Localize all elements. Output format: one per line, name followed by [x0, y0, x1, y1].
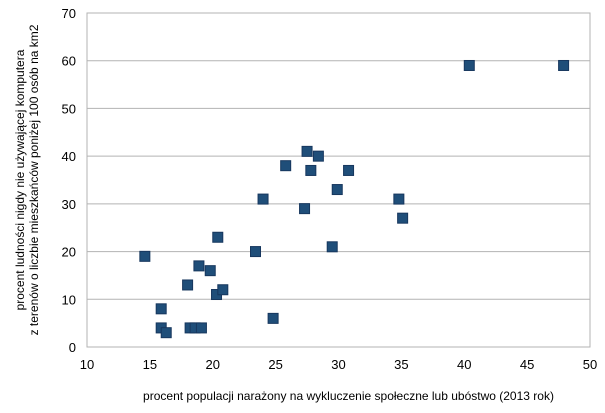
- x-tick-label: 45: [520, 357, 534, 372]
- data-point: [305, 164, 317, 176]
- x-axis-tick-labels: 10 15 20 25 30 35 40 45 50: [80, 357, 597, 372]
- data-point: [193, 260, 205, 272]
- x-tick-label: 40: [457, 357, 471, 372]
- x-axis-title: procent populacji narażony na wykluczeni…: [143, 389, 554, 403]
- y-axis-tick-labels: 0 10 20 30 40 50 60 70: [62, 6, 76, 355]
- data-point: [212, 231, 224, 243]
- x-tick-label: 10: [80, 357, 94, 372]
- y-tick-label: 50: [62, 101, 76, 116]
- data-point: [312, 150, 324, 162]
- x-tick-label: 20: [206, 357, 220, 372]
- data-point: [182, 279, 194, 291]
- data-point: [267, 312, 279, 324]
- data-point: [204, 265, 216, 277]
- y-tick-label: 70: [62, 6, 76, 21]
- y-tick-label: 20: [62, 245, 76, 260]
- data-points: [139, 59, 570, 339]
- data-point: [217, 284, 229, 296]
- data-point: [343, 164, 355, 176]
- y-axis-title-line-2: z terenów o liczbie mieszkańców poniżej …: [27, 24, 41, 335]
- data-point: [331, 184, 343, 196]
- data-point: [257, 193, 269, 205]
- x-tick-label: 25: [268, 357, 282, 372]
- data-point: [301, 145, 313, 157]
- y-axis-title: procent ludności nigdy nie używającej ko…: [13, 24, 41, 335]
- data-point: [280, 160, 292, 172]
- data-point: [326, 241, 338, 253]
- x-tick-label: 50: [583, 357, 597, 372]
- plot-area: [86, 12, 591, 348]
- data-point: [250, 246, 262, 258]
- x-tick-label: 15: [143, 357, 157, 372]
- data-point: [463, 59, 475, 71]
- data-point: [558, 59, 570, 71]
- x-tick-label: 30: [331, 357, 345, 372]
- data-point: [393, 193, 405, 205]
- data-point: [397, 212, 409, 224]
- data-point: [299, 203, 311, 215]
- data-point: [195, 322, 207, 334]
- y-tick-label: 40: [62, 149, 76, 164]
- data-point: [155, 303, 167, 315]
- grid-lines: [87, 12, 590, 348]
- y-tick-label: 0: [69, 340, 76, 355]
- y-tick-label: 60: [62, 54, 76, 69]
- data-point: [139, 250, 151, 262]
- x-tick-label: 35: [394, 357, 408, 372]
- data-point: [160, 327, 172, 339]
- y-tick-label: 30: [62, 197, 76, 212]
- y-axis-title-line-1: procent ludności nigdy nie używającej ko…: [13, 49, 27, 310]
- y-tick-label: 10: [62, 292, 76, 307]
